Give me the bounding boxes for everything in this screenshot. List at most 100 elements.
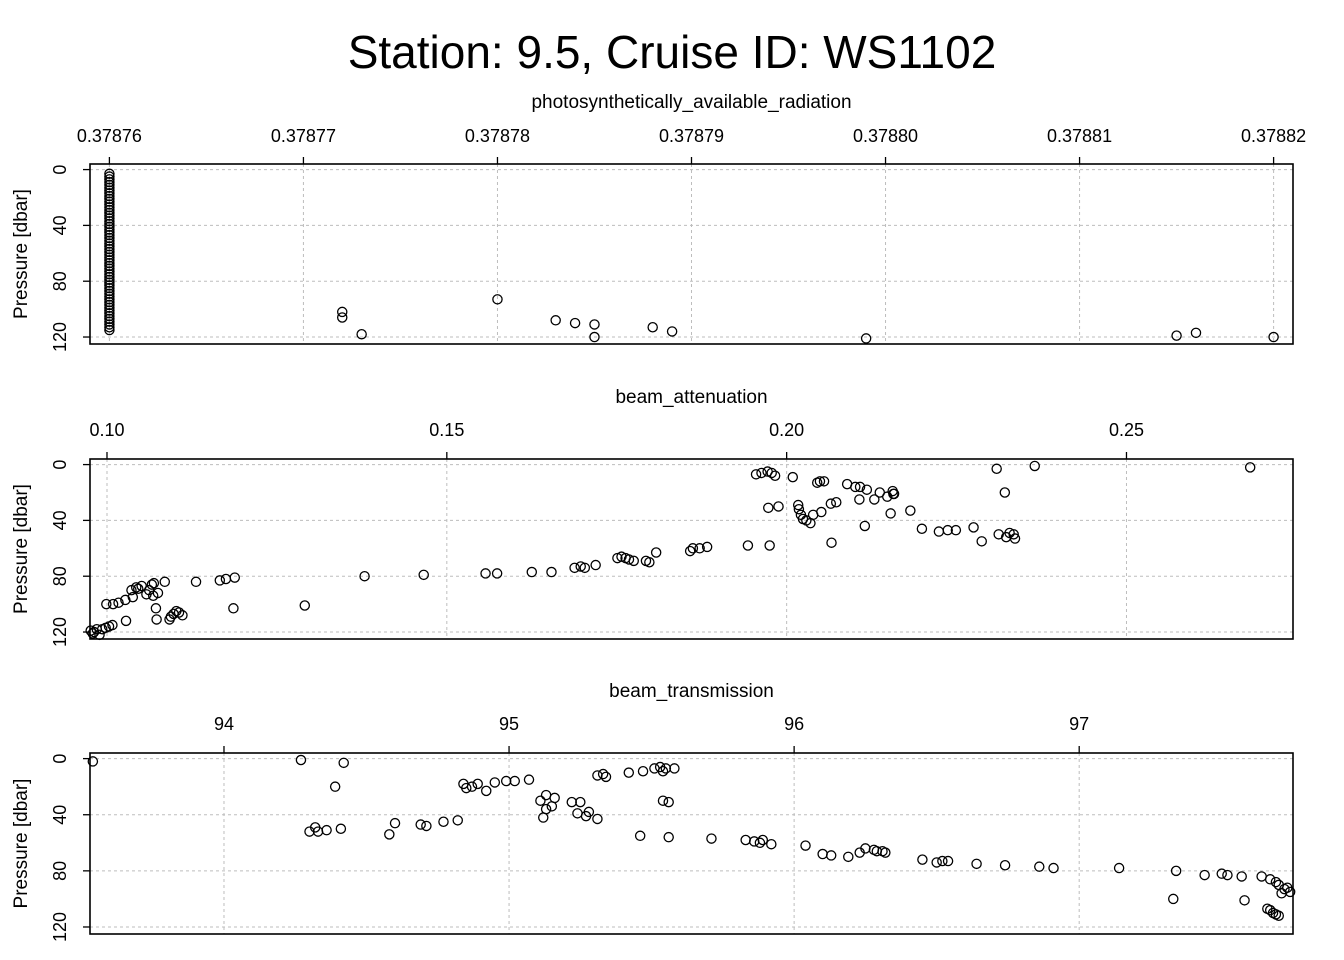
data-point <box>104 308 115 319</box>
data-point <box>150 603 162 614</box>
data-point <box>647 322 658 333</box>
data-point <box>843 851 854 863</box>
data-point <box>104 291 115 302</box>
data-point <box>572 808 583 819</box>
data-point <box>104 263 115 274</box>
data-point <box>756 467 767 479</box>
x-tick-label: 0.25 <box>1109 420 1144 440</box>
data-point <box>750 469 762 480</box>
x-tick-label: 0.37879 <box>659 126 724 146</box>
data-point <box>766 838 777 850</box>
data-point <box>917 854 928 865</box>
data-point <box>104 324 115 336</box>
data-point <box>492 294 503 305</box>
x-tick-label: 0.37877 <box>271 126 336 146</box>
data-point <box>546 566 557 578</box>
panel-2: beam_attenuation 0.10 0.15 0.20 0.25 0 40 80 120… <box>11 387 1294 647</box>
data-point <box>650 547 662 558</box>
data-point <box>104 316 115 327</box>
data-point <box>942 524 953 536</box>
data-point <box>1008 529 1019 540</box>
data-point <box>104 182 115 193</box>
data-point <box>880 847 891 858</box>
x-tick-label: 97 <box>1069 714 1089 734</box>
data-point <box>523 774 535 785</box>
data-point <box>666 326 678 337</box>
data-point <box>229 572 241 583</box>
data-point <box>933 526 945 537</box>
data-point <box>104 179 115 191</box>
data-point <box>773 501 784 512</box>
data-point <box>592 813 603 825</box>
data-point <box>104 213 115 224</box>
data-point <box>104 238 115 249</box>
data-point <box>87 756 99 767</box>
data-point <box>146 579 158 590</box>
data-point <box>937 855 948 867</box>
data-point <box>580 810 592 822</box>
data-point <box>663 831 674 843</box>
data-point <box>569 562 580 574</box>
x-tick-label: 0.15 <box>429 420 464 440</box>
x-tick-label: 95 <box>499 714 519 734</box>
data-point <box>905 505 916 516</box>
data-point <box>104 257 115 269</box>
data-point <box>148 577 160 589</box>
data-point <box>706 833 717 844</box>
data-point <box>861 484 873 495</box>
data-point <box>916 523 928 535</box>
data-point <box>657 795 669 806</box>
data-point <box>104 302 115 313</box>
data-point <box>104 296 115 308</box>
data-point <box>669 763 680 774</box>
data-point <box>1264 874 1276 885</box>
data-point <box>120 615 132 627</box>
data-point <box>684 545 696 557</box>
data-point <box>480 785 492 797</box>
data-point <box>569 317 581 329</box>
y-tick-label: 120 <box>50 617 70 647</box>
data-point <box>104 282 115 294</box>
y-tick-label: 120 <box>50 322 70 352</box>
data-point <box>793 503 805 515</box>
y-axis-label: Pressure [dbar] <box>11 189 32 319</box>
data-point <box>104 174 115 185</box>
data-point <box>104 322 115 333</box>
data-point <box>489 777 501 788</box>
data-point <box>590 559 601 571</box>
data-point <box>854 481 866 493</box>
data-point <box>869 494 880 505</box>
data-point <box>1048 862 1059 874</box>
data-point <box>141 589 152 600</box>
data-point <box>589 319 600 330</box>
data-point <box>766 467 777 479</box>
data-point <box>550 315 561 326</box>
data-point <box>644 557 655 568</box>
data-point <box>104 227 115 238</box>
data-point <box>623 767 635 778</box>
data-point <box>769 470 781 481</box>
data-point <box>107 598 119 610</box>
data-point <box>127 591 139 603</box>
data-point <box>787 471 799 483</box>
data-point <box>104 274 115 286</box>
data-point <box>104 305 115 316</box>
data-point <box>159 576 171 588</box>
data-point <box>885 508 896 519</box>
y-tick-label: 40 <box>50 805 70 825</box>
data-point <box>329 781 341 792</box>
data-point <box>526 566 538 578</box>
data-point <box>663 796 674 808</box>
data-point <box>312 826 324 837</box>
data-point <box>165 611 177 622</box>
data-point <box>104 249 115 260</box>
data-point <box>657 765 669 777</box>
data-point <box>418 569 429 581</box>
data-point <box>825 498 837 509</box>
data-point <box>1273 910 1284 922</box>
y-tick-label: 40 <box>50 510 70 530</box>
data-point <box>859 520 871 532</box>
data-point <box>579 562 591 574</box>
data-point <box>971 858 982 870</box>
